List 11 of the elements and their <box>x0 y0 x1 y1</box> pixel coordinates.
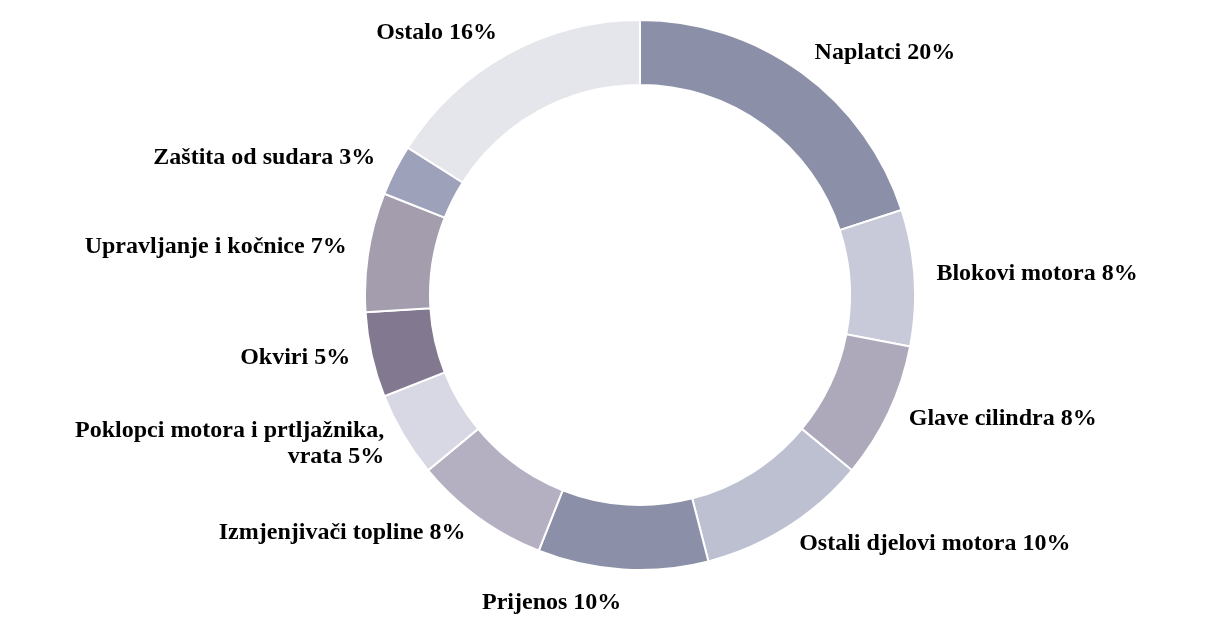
slice-label: Upravljanje i kočnice 7% <box>84 231 347 258</box>
slice-label: Ostalo 16% <box>376 17 497 44</box>
slice-label: Poklopci motora i prtljažnika, vrata 5% <box>75 416 385 469</box>
slice-label: Ostali djelovi motora 10% <box>799 528 1071 555</box>
slice-label: Okviri 5% <box>240 342 351 369</box>
slice-label: Zaštita od sudara 3% <box>153 143 376 170</box>
slice-label: Naplatci 20% <box>814 37 956 64</box>
slice-label: Glave cilindra 8% <box>908 404 1097 431</box>
slice-label: Blokovi motora 8% <box>936 259 1138 286</box>
slice-label: Prijenos 10% <box>482 588 622 615</box>
slice-label: Izmjenjivači topline 8% <box>218 518 466 545</box>
